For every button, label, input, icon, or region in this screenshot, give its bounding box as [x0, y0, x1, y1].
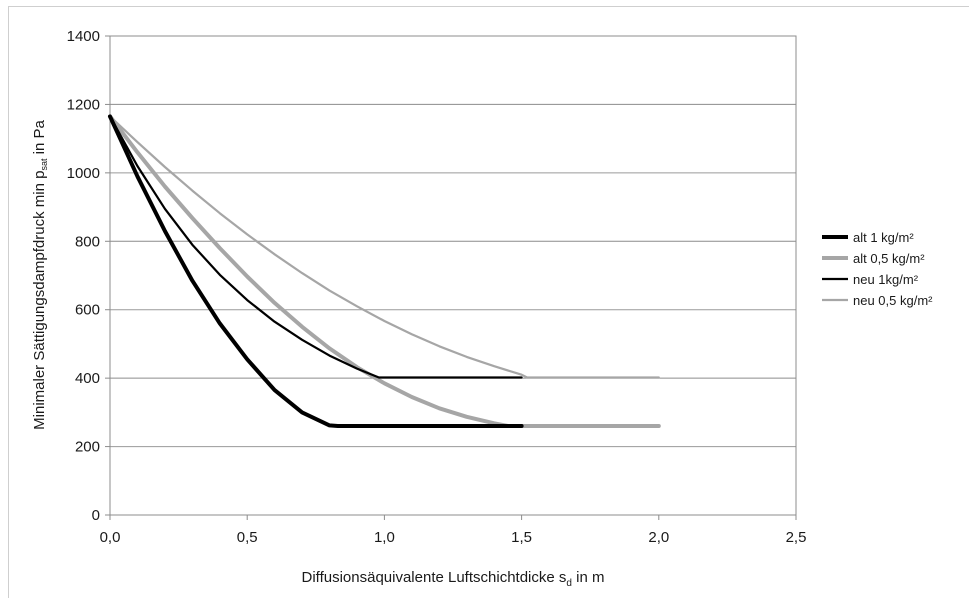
- series-lines: [108, 114, 661, 428]
- x-tick-label: 2,0: [648, 529, 669, 546]
- gridlines: [105, 35, 797, 520]
- y-tick-label: 1400: [67, 28, 100, 45]
- y-tick-label: 1000: [67, 165, 100, 182]
- x-axis-title: Diffusionsäquivalente Luftschichtdicke s…: [302, 569, 605, 589]
- y-axis-title-subscript: sat: [39, 158, 49, 171]
- x-axis-title-text: Diffusionsäquivalente Luftschichtdicke: [302, 569, 555, 586]
- x-axis-title-unit: in m: [572, 569, 605, 586]
- x-axis-tick-labels: 0,0 0,5 1,0 1,5 2,0 2,5: [100, 529, 807, 546]
- series-line-2: [108, 115, 523, 379]
- legend: alt 1 kg/m² alt 0,5 kg/m² neu 1kg/m² neu 0,…: [822, 230, 933, 308]
- chart-frame-top-border: [8, 6, 969, 7]
- y-tick-label: 800: [75, 233, 100, 250]
- legend-label-2: neu 1kg/m²: [853, 272, 919, 287]
- y-tick-label: 600: [75, 302, 100, 319]
- x-tick-label: 0,5: [237, 529, 258, 546]
- y-axis-title: Minimaler Sättigungsdampfdruck min psat …: [31, 120, 49, 430]
- chart-frame-left-border: [8, 6, 9, 598]
- y-tick-label: 200: [75, 439, 100, 456]
- legend-label-1: alt 0,5 kg/m²: [853, 251, 925, 266]
- x-tick-label: 2,5: [786, 529, 807, 546]
- x-axis-title-subscript: d: [566, 578, 572, 589]
- x-tick-label: 1,0: [374, 529, 395, 546]
- y-axis-tick-labels: 0 200 400 600 800 1000 1200 1400: [67, 28, 100, 524]
- plot-area: [109, 35, 797, 516]
- y-axis-title-text: Minimaler Sättigungsdampfdruck min p: [31, 171, 48, 430]
- y-tick-label: 1200: [67, 96, 100, 113]
- series-line-0: [108, 114, 524, 428]
- legend-label-3: neu 0,5 kg/m²: [853, 293, 933, 308]
- legend-label-0: alt 1 kg/m²: [853, 230, 914, 245]
- y-tick-label: 0: [92, 507, 100, 524]
- x-axis-title-symbol: s: [559, 569, 567, 586]
- x-tick-label: 1,5: [511, 529, 532, 546]
- y-axis-title-unit: in Pa: [31, 120, 48, 159]
- y-tick-label: 400: [75, 370, 100, 387]
- series-line-1: [108, 114, 661, 428]
- x-tick-label: 0,0: [100, 529, 121, 546]
- series-line-3: [108, 115, 660, 379]
